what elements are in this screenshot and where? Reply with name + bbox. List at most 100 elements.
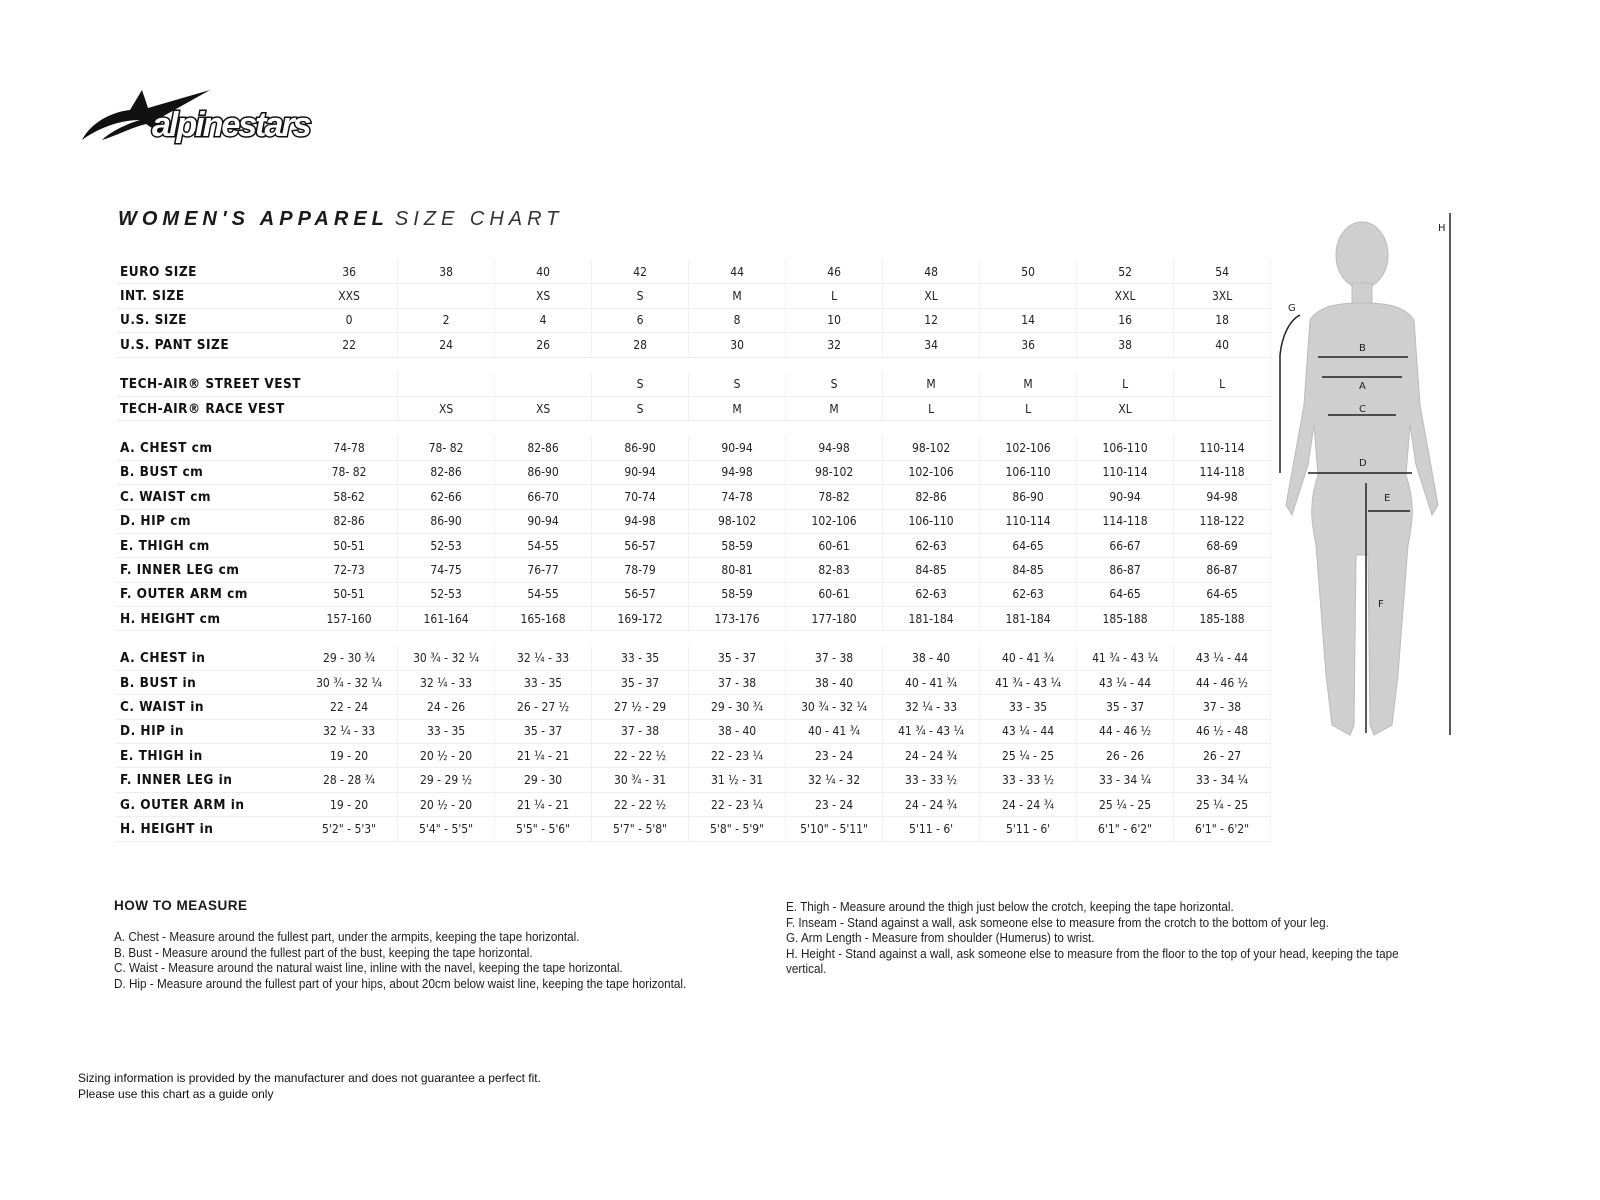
table-cell: 6 bbox=[591, 308, 690, 334]
table-row: D. HIP in 32 ¼ - 33 33 - 35 35 - 37 37 - 38 3… bbox=[116, 719, 1272, 745]
table-cell: 56-57 bbox=[591, 533, 690, 559]
table-cell: 62-66 bbox=[397, 484, 496, 510]
table-cell: 84-85 bbox=[882, 557, 981, 583]
table-cell: 106-110 bbox=[882, 509, 981, 534]
table-cell: 52-53 bbox=[397, 533, 496, 559]
table-cell: 18 bbox=[1173, 308, 1272, 334]
table-cell: 98-102 bbox=[882, 436, 981, 461]
how-to-measure-heading: HOW TO MEASURE bbox=[114, 898, 248, 913]
measure-list-right: E. Thigh - Measure around the thigh just… bbox=[786, 900, 1442, 978]
table-cell: 14 bbox=[979, 308, 1078, 334]
table-row: C. WAIST in 22 - 24 24 - 26 26 - 27 ½ 27 ½ -… bbox=[116, 694, 1272, 720]
table-cell: 64-65 bbox=[1173, 582, 1272, 608]
table-cell: 35 - 37 bbox=[591, 670, 690, 696]
table-cell: 5'11 - 6' bbox=[979, 816, 1078, 842]
svg-text:G: G bbox=[1288, 303, 1296, 314]
table-row: E. THIGH cm 50-51 52-53 54-55 56-57 58-59 60-6… bbox=[116, 533, 1272, 559]
table-cell: M bbox=[979, 372, 1078, 397]
table-cell bbox=[979, 283, 1078, 309]
table-cell: 30 ¾ - 32 ¼ bbox=[301, 670, 399, 696]
row-label: B. BUST cm bbox=[116, 460, 302, 486]
row-label: EURO SIZE bbox=[116, 260, 302, 285]
table-cell: 24 - 26 bbox=[397, 694, 496, 720]
table-cell: 106-110 bbox=[979, 460, 1078, 486]
table-cell: 54-55 bbox=[494, 533, 593, 559]
table-cell: 26 - 27 ½ bbox=[494, 694, 593, 720]
table-cell: XXS bbox=[301, 283, 399, 309]
table-cell: 3XL bbox=[1173, 283, 1272, 309]
table-cell: 22 - 23 ¼ bbox=[688, 743, 787, 769]
table-cell: 8 bbox=[688, 308, 787, 334]
table-cell bbox=[494, 372, 593, 397]
measure-chest: A. Chest - Measure around the fullest pa… bbox=[114, 930, 580, 944]
table-cell: 82-86 bbox=[301, 509, 399, 534]
row-spacer bbox=[116, 420, 1272, 437]
table-cell: 62-63 bbox=[979, 582, 1078, 608]
table-cell: 44 - 46 ½ bbox=[1076, 719, 1175, 745]
table-cell bbox=[397, 283, 496, 309]
table-cell: 78- 82 bbox=[301, 460, 399, 486]
table-cell: 114-118 bbox=[1076, 509, 1175, 534]
table-cell: 29 - 30 ¾ bbox=[688, 694, 787, 720]
row-label: E. THIGH cm bbox=[116, 533, 302, 559]
table-cell: 86-90 bbox=[591, 436, 690, 461]
row-label: TECH-AIR® RACE VEST bbox=[116, 396, 302, 422]
disclaimer-line-2: Please use this chart as a guide only bbox=[78, 1087, 274, 1101]
table-cell: 28 - 28 ¾ bbox=[301, 767, 399, 793]
table-row: D. HIP cm 82-86 86-90 90-94 94-98 98-102 102-1… bbox=[116, 509, 1272, 534]
table-cell: 5'8" - 5'9" bbox=[688, 816, 787, 842]
table-cell: 33 - 35 bbox=[494, 670, 593, 696]
spacer bbox=[116, 357, 1272, 373]
table-cell: 37 - 38 bbox=[688, 670, 787, 696]
table-cell: 22 - 22 ½ bbox=[591, 743, 690, 769]
table-cell: 21 ¼ - 21 bbox=[494, 743, 593, 769]
table-cell: L bbox=[1076, 372, 1175, 397]
table-cell: 70-74 bbox=[591, 484, 690, 510]
table-cell: 68-69 bbox=[1173, 533, 1272, 559]
table-cell: 26 bbox=[494, 332, 593, 358]
table-row: A. CHEST cm 74-78 78- 82 82-86 86-90 90-94 94-… bbox=[116, 436, 1272, 461]
measure-thigh: E. Thigh - Measure around the thigh just… bbox=[786, 900, 1234, 914]
svg-text:D: D bbox=[1359, 458, 1367, 469]
table-cell: 5'11 - 6' bbox=[882, 816, 981, 842]
table-cell: 30 bbox=[688, 332, 787, 358]
table-cell bbox=[1173, 396, 1272, 422]
disclaimer-line-1: Sizing information is provided by the ma… bbox=[78, 1071, 541, 1085]
table-row: H. HEIGHT in 5'2" - 5'3" 5'4" - 5'5" 5'5" -… bbox=[116, 816, 1272, 842]
table-cell: 40 - 41 ¾ bbox=[882, 670, 981, 696]
table-cell: 41 ¾ - 43 ¼ bbox=[979, 670, 1078, 696]
table-cell: 33 - 33 ½ bbox=[882, 767, 981, 793]
table-cell: 23 - 24 bbox=[785, 792, 884, 818]
table-cell: M bbox=[882, 372, 981, 397]
table-cell: 31 ½ - 31 bbox=[688, 767, 787, 793]
table-cell: 5'10" - 5'11" bbox=[785, 816, 884, 842]
row-label: G. OUTER ARM in bbox=[116, 792, 302, 818]
table-cell: 29 - 30 bbox=[494, 767, 593, 793]
row-label: U.S. SIZE bbox=[116, 308, 302, 334]
table-cell: 90-94 bbox=[494, 509, 593, 534]
table-cell: 98-102 bbox=[785, 460, 884, 486]
table-cell: 90-94 bbox=[591, 460, 690, 486]
measure-waist: C. Waist - Measure around the natural wa… bbox=[114, 961, 623, 975]
table-row: F. OUTER ARM cm 50-51 52-53 54-55 56-57 58-59… bbox=[116, 582, 1272, 608]
table-cell: 64-65 bbox=[1076, 582, 1175, 608]
table-cell: 43 ¼ - 44 bbox=[979, 719, 1078, 745]
table-cell: 185-188 bbox=[1076, 606, 1175, 632]
table-cell: 94-98 bbox=[688, 460, 787, 486]
table-cell: 25 ¼ - 25 bbox=[1076, 792, 1175, 818]
row-label: F. INNER LEG cm bbox=[116, 557, 302, 583]
row-label: U.S. PANT SIZE bbox=[116, 332, 302, 358]
table-cell: 2 bbox=[397, 308, 496, 334]
table-cell: 62-63 bbox=[882, 533, 981, 559]
table-cell: 22 - 22 ½ bbox=[591, 792, 690, 818]
table-cell: 35 - 37 bbox=[688, 646, 787, 671]
table-cell: 157-160 bbox=[301, 606, 399, 632]
table-row: TECH-AIR® RACE VEST XS XS S M M L L XL bbox=[116, 396, 1272, 422]
table-cell: 32 ¼ - 33 bbox=[494, 646, 593, 671]
title-light: SIZE CHART bbox=[394, 208, 564, 230]
table-cell: 54-55 bbox=[494, 582, 593, 608]
spacer bbox=[116, 420, 1272, 437]
table-cell: 44 - 46 ½ bbox=[1173, 670, 1272, 696]
table-cell: 24 - 24 ¾ bbox=[882, 792, 981, 818]
